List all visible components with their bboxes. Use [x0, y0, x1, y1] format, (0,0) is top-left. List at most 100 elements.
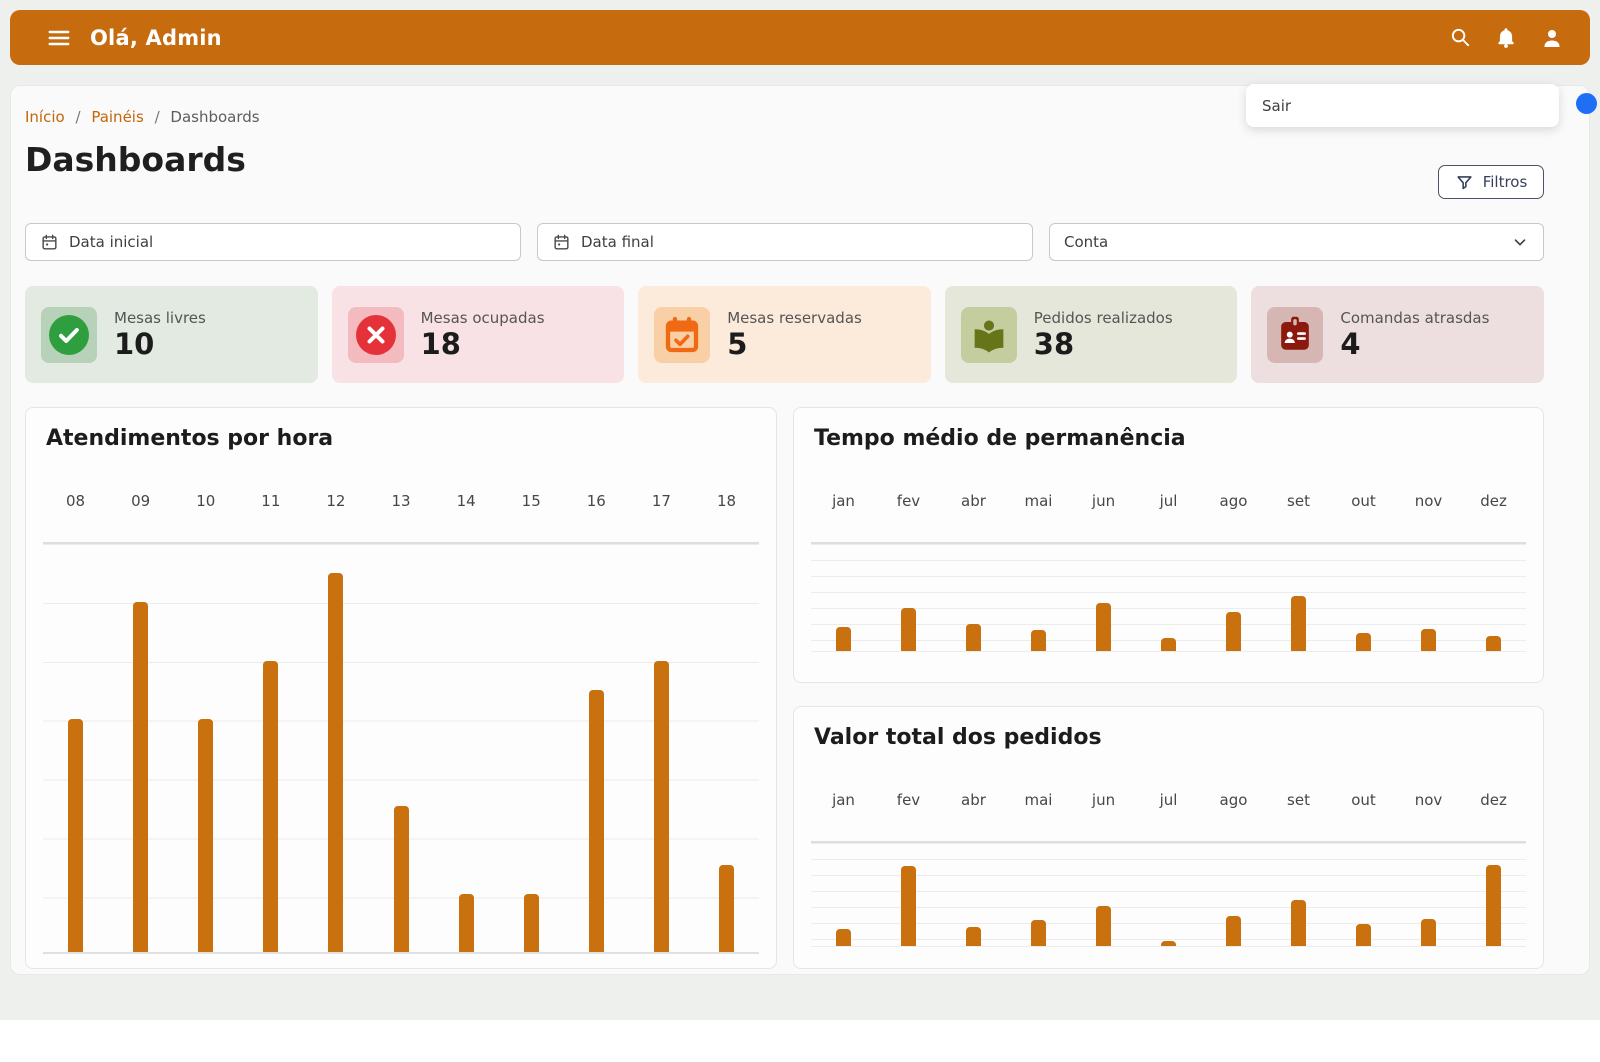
x-tick-label: fev — [896, 791, 921, 809]
account-select[interactable]: Conta — [1049, 223, 1544, 261]
stat-icon-box — [41, 306, 97, 363]
stat-icon-box — [347, 306, 404, 363]
stat-value: 5 — [727, 327, 748, 362]
bar — [1291, 899, 1306, 946]
stat-icon-box — [960, 306, 1017, 363]
stat-label: Pedidos realizados — [1033, 309, 1173, 328]
x-tick-label: jan — [832, 492, 855, 510]
bar — [901, 865, 916, 946]
bar-column — [1071, 544, 1136, 651]
app-bar-title: Olá, Admin — [90, 25, 222, 50]
breadcrumb: Início / Painéis / Dashboards — [25, 108, 260, 126]
bar-column — [629, 544, 694, 952]
bar — [1291, 595, 1306, 651]
notifications-button[interactable] — [1490, 22, 1522, 54]
account-button[interactable] — [1536, 22, 1568, 54]
bar-column — [694, 544, 759, 952]
stat-value: 38 — [1033, 327, 1075, 362]
calendar-icon — [554, 234, 569, 250]
user-menu: Sair — [1246, 84, 1559, 127]
stat-label: Mesas ocupadas — [420, 309, 545, 328]
breadcrumb-link-paineis[interactable]: Painéis — [91, 108, 144, 126]
bar-column — [1201, 544, 1266, 651]
chart-valor-total-pedidos: Valor total dos pedidos jan fev abr mai jun j… — [793, 706, 1544, 969]
main-content: Início / Painéis / Dashboards Dashboards… — [10, 85, 1590, 975]
x-tick-label: mai — [1024, 791, 1053, 809]
x-tick-label: jun — [1091, 492, 1116, 510]
bar-column — [173, 544, 238, 952]
bar-column — [1006, 544, 1071, 651]
x-axis-labels: jan fev abr mai jun jul ago set out nov dez — [811, 492, 1526, 514]
bar — [1031, 629, 1046, 651]
x-tick-label: mai — [1024, 492, 1053, 510]
chart-atendimentos-por-hora: Atendimentos por hora 08 09 10 11 12 13 14 15 16… — [25, 407, 777, 969]
bar — [1096, 603, 1111, 651]
bar-column — [1266, 843, 1331, 946]
bar — [458, 893, 474, 952]
x-tick-label: out — [1351, 791, 1376, 809]
bar — [1226, 612, 1241, 651]
x-tick-label: jul — [1159, 492, 1178, 510]
bar-column — [303, 544, 368, 952]
library-icon — [974, 319, 1004, 352]
breadcrumb-separator: / — [154, 108, 160, 126]
bar-column — [1071, 843, 1136, 946]
stat-texts: Comandas atrasdas 4 — [1340, 309, 1489, 359]
breadcrumb-current: Dashboards — [170, 108, 260, 126]
app-bar: Olá, Admin — [10, 10, 1590, 65]
bar-column — [1331, 544, 1396, 651]
cursor-indicator — [1576, 93, 1597, 114]
x-tick-label: set — [1287, 791, 1310, 809]
x-tick-label: 15 — [521, 492, 541, 510]
x-tick-label: jun — [1091, 791, 1116, 809]
filters-button[interactable]: Filtros — [1438, 165, 1544, 199]
x-tick-label: fev — [896, 492, 921, 510]
x-tick-label: 14 — [456, 492, 476, 510]
breadcrumb-link-inicio[interactable]: Início — [25, 108, 65, 126]
bar-column — [1396, 544, 1461, 651]
breadcrumb-separator: / — [75, 108, 81, 126]
bar-column — [941, 843, 1006, 946]
logout-menu-item[interactable]: Sair — [1262, 96, 1292, 115]
stat-card-pedidos-realizados: Pedidos realizados 38 — [944, 286, 1238, 383]
chevron-down-icon — [1514, 239, 1526, 246]
x-tick-label: 13 — [391, 492, 411, 510]
bar — [836, 929, 851, 946]
x-tick-label: 18 — [716, 492, 737, 510]
bar-column — [108, 544, 173, 952]
bar — [653, 660, 669, 952]
bar — [1096, 905, 1111, 946]
search-button[interactable] — [1445, 22, 1476, 53]
x-tick-label: nov — [1414, 492, 1443, 510]
search-icon — [1451, 28, 1470, 47]
bar — [1421, 918, 1436, 946]
stat-card-mesas-reservadas: Mesas reservadas 5 — [638, 286, 931, 383]
bar — [68, 718, 84, 952]
stat-value: 4 — [1340, 327, 1361, 362]
chart-plot — [811, 542, 1526, 652]
bar-column — [1006, 843, 1071, 946]
bar — [1356, 924, 1371, 946]
x-tick-label: ago — [1219, 492, 1248, 510]
x-tick-label: 11 — [261, 492, 281, 510]
stat-texts: Mesas ocupadas 18 — [421, 309, 545, 359]
bar-column — [1461, 544, 1526, 651]
stat-texts: Pedidos realizados 38 — [1034, 309, 1173, 359]
bar-column — [1331, 843, 1396, 946]
bar — [966, 623, 981, 651]
chart-title: Valor total dos pedidos — [814, 725, 1102, 750]
x-tick-label: 16 — [586, 492, 606, 510]
bar — [198, 718, 214, 952]
stat-value: 18 — [420, 327, 461, 362]
hamburger-menu-button[interactable] — [42, 21, 76, 55]
bar-column — [941, 544, 1006, 651]
bar-column — [368, 544, 433, 952]
date-end-input[interactable]: Data final — [537, 223, 1033, 261]
bar-column — [564, 544, 629, 952]
bar — [836, 626, 851, 651]
date-start-input[interactable]: Data inicial — [25, 223, 521, 261]
x-tick-label: 17 — [651, 492, 671, 510]
bar-column — [876, 843, 941, 946]
stat-card-mesas-livres: Mesas livres 10 — [25, 286, 318, 383]
chart-title: Tempo médio de permanência — [814, 426, 1186, 451]
